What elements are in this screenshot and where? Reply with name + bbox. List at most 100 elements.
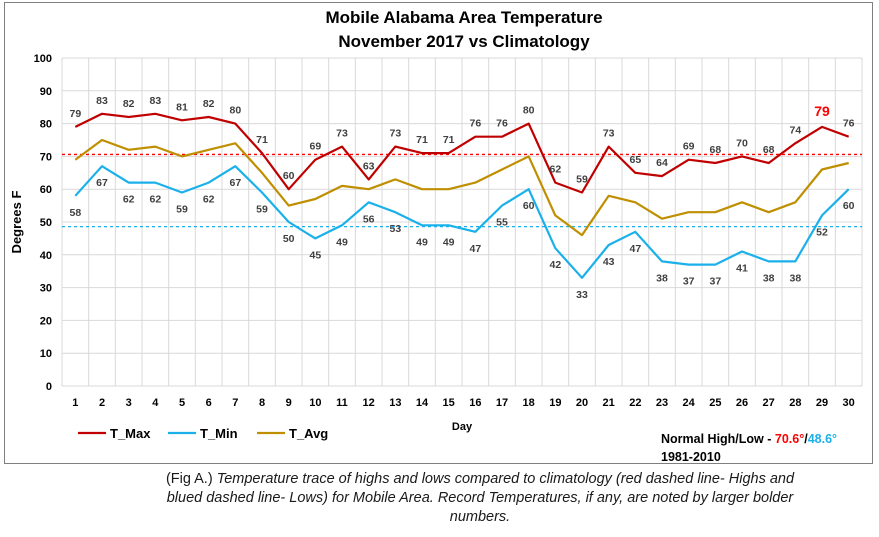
x-tick-label: 27 (763, 397, 775, 409)
data-label-t-max: 71 (443, 134, 455, 146)
data-label-t-max: 80 (229, 105, 241, 117)
data-labels: 79 83 82 83 81 82 80 71 60 69 73 63 73 71 71 76 76 80 62 59… (69, 95, 854, 301)
legend-label: T_Min (200, 426, 238, 441)
y-tick-label: 30 (40, 283, 52, 295)
x-tick-label: 18 (523, 397, 535, 409)
y-tick-label: 100 (34, 53, 52, 65)
x-tick-label: 9 (286, 397, 292, 409)
data-label-t-min: 53 (389, 223, 401, 235)
data-label-t-min: 33 (576, 289, 588, 301)
x-tick-label: 11 (336, 397, 348, 409)
data-label-t-min: 38 (789, 272, 801, 284)
data-label-t-max: 81 (176, 101, 188, 113)
y-tick-label: 10 (40, 348, 52, 360)
data-label-t-max: 64 (656, 157, 668, 169)
series-lines (74, 112, 850, 279)
data-label-t-min: 38 (656, 272, 668, 284)
data-label-t-min: 37 (709, 276, 721, 288)
y-tick-label: 40 (40, 250, 52, 262)
temperature-chart: Mobile Alabama Area Temperature November… (9, 8, 863, 464)
data-label-t-max: 76 (469, 118, 481, 130)
data-label-t-min: 59 (176, 203, 188, 215)
data-label-t-min: 62 (203, 194, 215, 206)
x-tick-label: 17 (496, 397, 508, 409)
normals-separator: / (804, 432, 808, 446)
data-label-t-min: 67 (229, 177, 241, 189)
x-tick-label: 29 (816, 397, 828, 409)
data-label-t-min: 45 (309, 249, 321, 261)
data-label-t-min: 67 (96, 177, 108, 189)
x-tick-label: 25 (709, 397, 721, 409)
legend-label: T_Max (110, 426, 151, 441)
data-label-t-max: 68 (763, 144, 775, 156)
x-tick-label: 1 (72, 397, 78, 409)
x-tick-label: 14 (416, 397, 429, 409)
data-label-t-min: 62 (149, 194, 161, 206)
y-tick-label: 80 (40, 119, 52, 131)
data-label-t-min: 41 (736, 263, 748, 275)
y-tick-label: 60 (40, 184, 52, 196)
data-label-t-max: 69 (309, 141, 321, 153)
data-label-t-min: 49 (443, 236, 455, 248)
data-label-t-min: 49 (416, 236, 428, 248)
x-tick-label: 20 (576, 397, 588, 409)
x-tick-label: 5 (179, 397, 185, 409)
data-label-t-min: 43 (603, 256, 615, 268)
x-tick-label: 6 (206, 397, 212, 409)
x-tick-label: 8 (259, 397, 265, 409)
data-label-t-max: 82 (123, 98, 135, 110)
data-label-t-max: 76 (843, 118, 855, 130)
data-label-t-max: 70 (736, 137, 748, 149)
data-label-t-max: 74 (789, 124, 801, 136)
data-label-t-max: 68 (709, 144, 721, 156)
x-tick-label: 7 (232, 397, 238, 409)
series-line-t-min (74, 165, 850, 279)
data-label-t-min: 47 (469, 243, 481, 255)
data-label-t-max: 62 (549, 164, 561, 176)
data-label-t-min: 47 (629, 243, 641, 255)
caption-prefix: (Fig A.) (165, 471, 217, 487)
data-label-t-max: 73 (389, 128, 401, 140)
series-line-t-max (74, 112, 850, 194)
data-label-t-max: 83 (149, 95, 161, 107)
data-label-t-max: 60 (283, 170, 295, 182)
y-tick-label: 0 (46, 381, 52, 393)
data-label-t-max: 65 (629, 154, 641, 166)
x-tick-label: 26 (736, 397, 748, 409)
x-tick-label: 28 (789, 397, 801, 409)
x-tick-label: 24 (683, 397, 696, 409)
data-label-t-min: 58 (69, 207, 81, 219)
x-tick-label: 3 (126, 397, 132, 409)
data-label-t-min: 38 (763, 272, 775, 284)
data-label-t-max: 59 (576, 173, 588, 185)
x-tick-label: 16 (469, 397, 481, 409)
legend: T_Max T_Min T_Avg (78, 426, 328, 441)
x-tick-label: 13 (389, 397, 401, 409)
series-line-t-avg (74, 138, 849, 237)
data-label-t-max: 71 (416, 134, 428, 146)
data-label-t-max: 71 (256, 134, 268, 146)
data-label-t-min: 52 (816, 226, 828, 238)
data-label-t-min: 49 (336, 236, 348, 248)
normals-label: Normal High/Low - (661, 432, 775, 446)
data-label-t-min: 55 (496, 217, 508, 229)
x-tick-label: 12 (363, 397, 375, 409)
data-label-t-max: 69 (683, 141, 695, 153)
normals-period: 1981-2010 (661, 450, 721, 464)
chart-title-line-2: November 2017 vs Climatology (338, 32, 590, 51)
y-tick-label: 20 (40, 315, 52, 327)
data-label-t-min: 42 (549, 259, 561, 271)
data-label-t-max: 80 (523, 105, 535, 117)
y-tick-label: 90 (40, 86, 52, 98)
x-tick-label: 4 (152, 397, 159, 409)
chart-title-line-1: Mobile Alabama Area Temperature (325, 8, 602, 27)
data-label-t-max: 79 (69, 108, 81, 120)
normals-text: Normal High/Low - 70.6°/48.6° (661, 432, 837, 446)
y-tick-label: 50 (40, 217, 52, 229)
x-axis-label: Day (452, 421, 473, 433)
normal-low-value: 48.6° (808, 432, 837, 446)
data-label-t-min: 56 (363, 213, 375, 225)
data-label-t-max: 82 (203, 98, 215, 110)
x-tick-label: 2 (99, 397, 105, 409)
x-tick-label: 30 (843, 397, 855, 409)
